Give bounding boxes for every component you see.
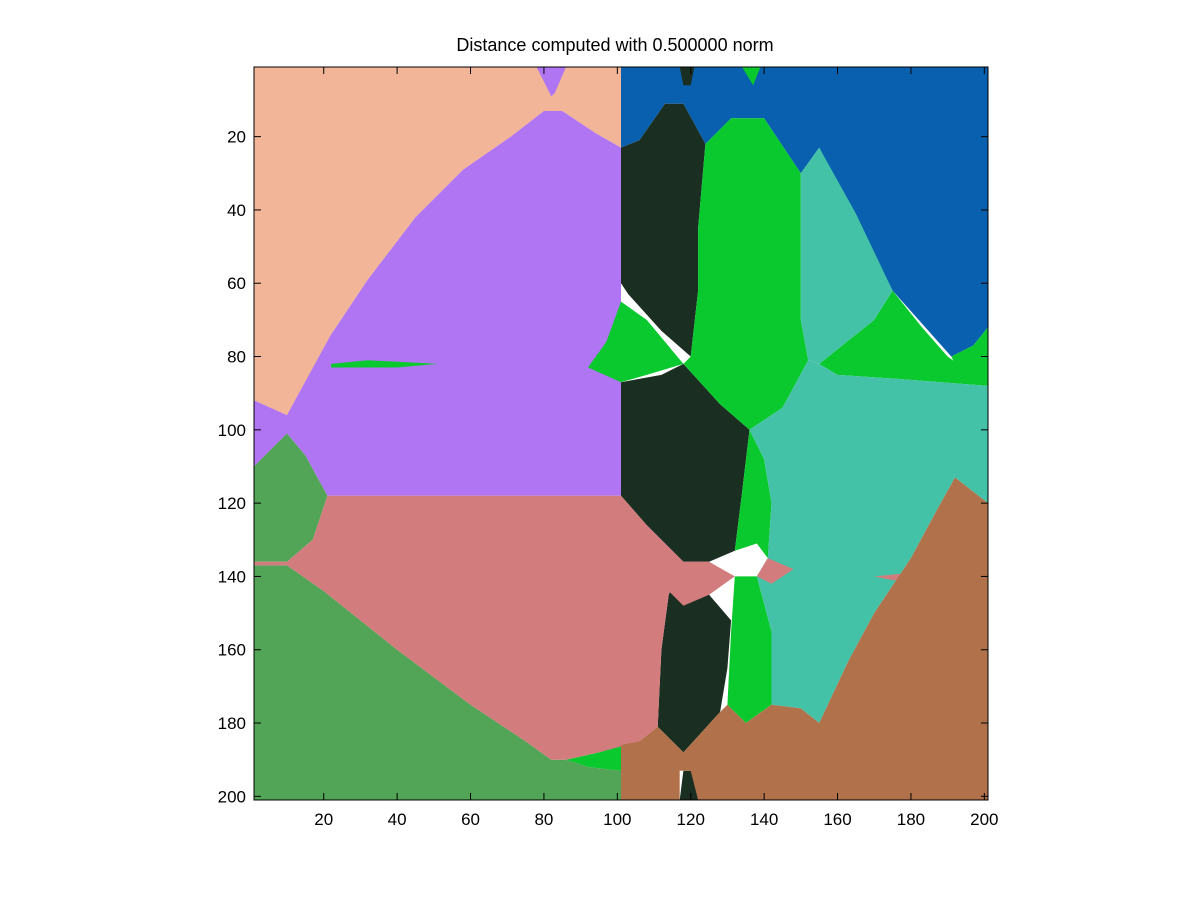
y-tick-label: 100 — [218, 421, 246, 440]
region-brown-27 — [621, 477, 988, 800]
region-green-14 — [819, 290, 988, 386]
region-darkgreen-21 — [254, 433, 328, 562]
y-tick-label: 20 — [227, 128, 246, 147]
region-purple-2 — [254, 111, 621, 496]
region-dark-8 — [657, 561, 732, 753]
region-rose-25 — [756, 558, 794, 584]
x-tick-label: 200 — [970, 810, 998, 829]
region-peach-0 — [254, 67, 621, 416]
plot-frame — [253, 66, 989, 801]
region-navy-4 — [621, 67, 988, 357]
y-tick-label: 200 — [218, 787, 246, 806]
region-green-11 — [683, 118, 809, 430]
region-dark-6 — [621, 103, 706, 357]
y-tick-label: 80 — [227, 348, 246, 367]
x-tick-label: 180 — [897, 810, 925, 829]
region-green-15 — [951, 327, 988, 386]
region-green-12 — [588, 301, 684, 383]
x-tick-label: 60 — [461, 810, 480, 829]
x-tick-label: 80 — [534, 810, 553, 829]
region-rose-23 — [254, 495, 684, 760]
region-darkgreen-22 — [254, 565, 621, 800]
region-teal-20 — [749, 360, 988, 723]
region-green-10 — [742, 67, 761, 86]
region-purple-3 — [254, 334, 332, 467]
x-tick-label: 140 — [750, 810, 778, 829]
x-tick-label: 40 — [388, 810, 407, 829]
axis-ticks: 20 40 60 80 100 120 140 160 180 200 20 40 60 80 100 120… — [218, 67, 999, 829]
y-tick-label: 40 — [227, 201, 246, 220]
region-green-17 — [727, 576, 772, 723]
region-teal-19 — [800, 147, 893, 364]
region-dark-7 — [621, 363, 750, 562]
y-tick-label: 60 — [227, 274, 246, 293]
region-green-13 — [331, 360, 438, 368]
x-tick-label: 120 — [677, 810, 705, 829]
chart-title: Distance computed with 0.500000 norm — [456, 35, 773, 55]
y-tick-label: 180 — [218, 714, 246, 733]
x-tick-label: 160 — [823, 810, 851, 829]
region-green-18 — [566, 745, 621, 771]
plot-area — [254, 67, 988, 800]
region-green-16 — [734, 429, 772, 559]
y-tick-label: 140 — [218, 567, 246, 586]
region-purple-1 — [536, 67, 566, 97]
region-rose-24 — [661, 561, 735, 606]
x-tick-label: 20 — [314, 810, 333, 829]
y-tick-label: 160 — [218, 641, 246, 660]
x-tick-label: 100 — [603, 810, 631, 829]
y-tick-label: 120 — [218, 494, 246, 513]
